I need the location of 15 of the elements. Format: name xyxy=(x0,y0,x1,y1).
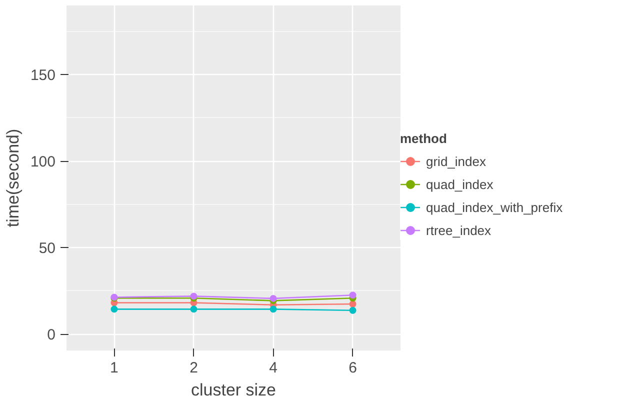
y-axis-title: time(second) xyxy=(3,128,22,228)
y-tick-label: 100 xyxy=(30,154,56,171)
x-tick-label: 4 xyxy=(269,360,278,376)
x-axis-title: cluster size xyxy=(190,380,276,400)
legend-title: method xyxy=(400,131,448,146)
legend-label: rtree_index xyxy=(426,222,492,238)
x-tick-label: 1 xyxy=(110,360,118,376)
legend-label: quad_index_with_prefix xyxy=(426,200,563,214)
y-tick-label: 150 xyxy=(30,67,56,84)
y-tick-label: 0 xyxy=(47,326,56,344)
legend-label: quad_index xyxy=(426,176,494,192)
legend-label: grid_index xyxy=(426,154,486,168)
x-tick-label: 6 xyxy=(348,360,357,376)
x-tick-label: 2 xyxy=(190,360,198,376)
y-tick-label: 50 xyxy=(38,240,56,258)
